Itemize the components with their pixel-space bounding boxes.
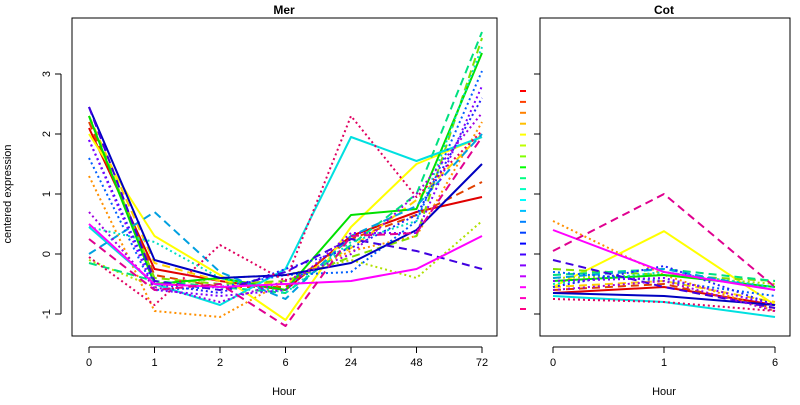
x-tick-label: 0 [86, 357, 92, 369]
series-line [552, 277, 776, 306]
x-tick-label: 6 [282, 357, 288, 369]
series-line [88, 46, 483, 294]
series-line [88, 115, 483, 285]
plot-frame [71, 17, 498, 337]
mer-x-axis-title: Hour [272, 386, 296, 398]
series-line [88, 223, 483, 288]
series-line [552, 265, 776, 306]
series-line [88, 106, 483, 291]
plot-frame [539, 17, 791, 337]
x-tick-label: 0 [550, 357, 556, 369]
series-line [552, 193, 776, 288]
x-tick-label: 1 [661, 357, 667, 369]
cot-x-axis-title: Hour [652, 386, 676, 398]
series-line [88, 121, 483, 318]
x-tick-label: 24 [345, 357, 357, 369]
series-line [552, 220, 776, 312]
series-line [88, 112, 483, 303]
series-line [88, 85, 483, 297]
y-tick-label: 2 [41, 131, 53, 137]
color-key [520, 90, 526, 310]
cot-panel-title: Cot [654, 3, 674, 17]
x-tick-label: 6 [772, 357, 778, 369]
y-tick-label: 0 [41, 251, 53, 257]
series-line [552, 259, 776, 309]
y-axis-title: centered expression [2, 144, 14, 243]
series-line [88, 115, 483, 306]
y-tick-label: -1 [41, 309, 53, 319]
mer-panel: 0 1 2 6 24 48 72 -1 0 1 2 3 [41, 17, 498, 369]
x-tick-label: 1 [151, 357, 157, 369]
x-tick-label: 72 [476, 357, 488, 369]
series-line [88, 97, 483, 294]
mer-panel-title: Mer [273, 3, 295, 17]
y-tick-label: 3 [41, 71, 53, 77]
x-tick-label: 48 [410, 357, 422, 369]
x-tick-label: 2 [217, 357, 223, 369]
series-line [552, 298, 776, 312]
series-line [552, 229, 776, 291]
series-line [88, 106, 483, 279]
cot-panel: 0 1 6 [534, 17, 791, 369]
series-line [88, 133, 483, 321]
y-tick-label: 1 [41, 191, 53, 197]
series-line [88, 220, 483, 288]
series-line [88, 136, 483, 327]
series-line [552, 280, 776, 312]
series-line [88, 133, 483, 300]
